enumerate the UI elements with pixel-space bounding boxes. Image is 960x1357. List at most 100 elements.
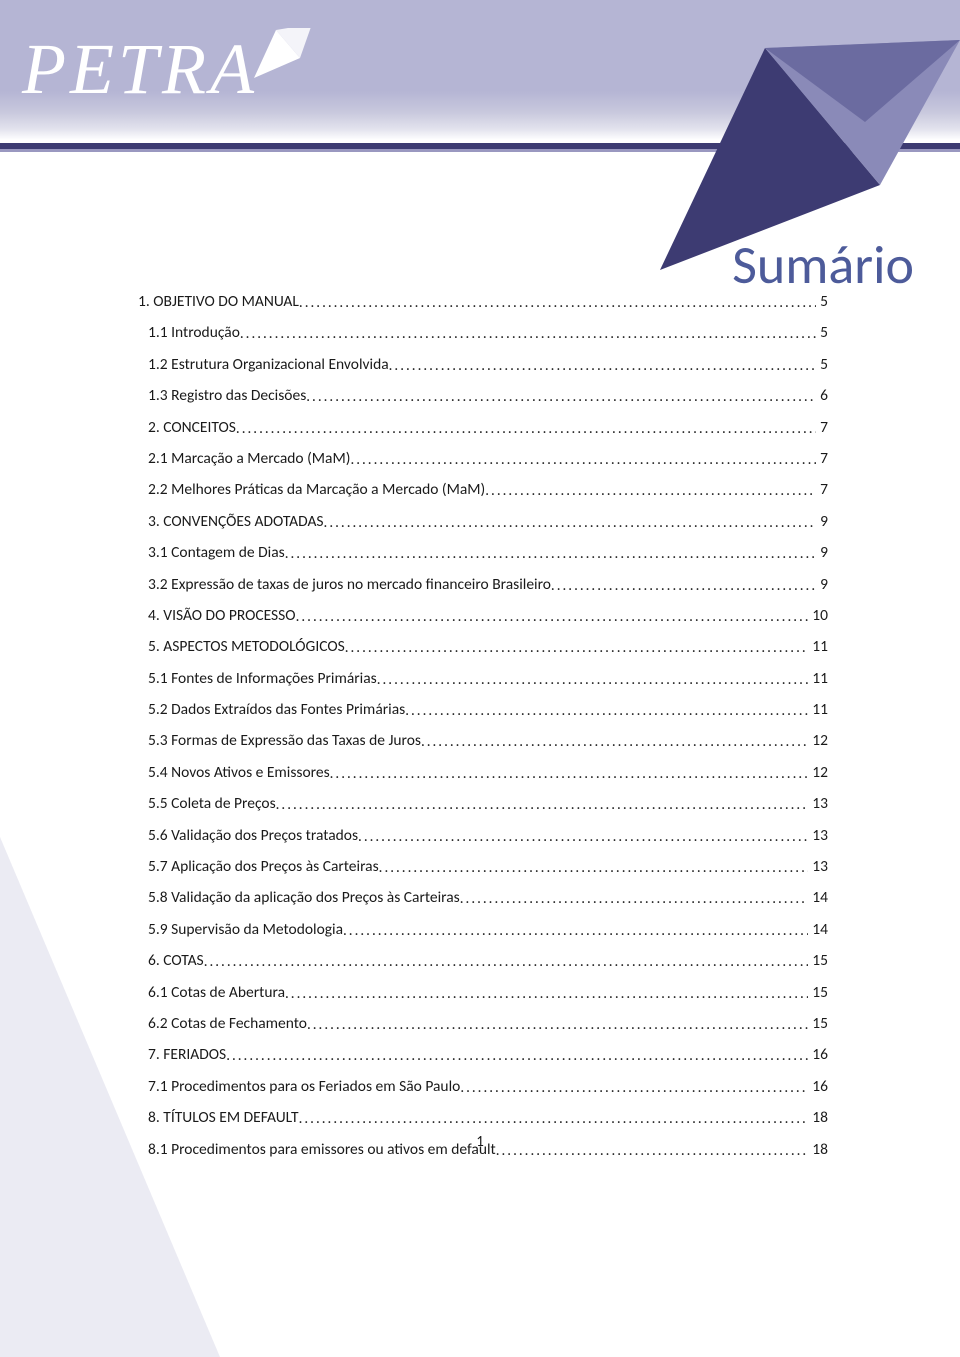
toc-leader-dots	[358, 830, 808, 845]
toc-entry-page: 9	[816, 577, 828, 593]
toc-entry[interactable]: 1.3 Registro das Decisões 6	[138, 388, 828, 404]
toc-entry[interactable]: 2.1 Marcação a Mercado (MaM) 7	[138, 451, 828, 467]
table-of-contents: 1. OBJETIVO DO MANUAL 51.1 Introdução 51…	[138, 294, 828, 1173]
brand-logo-text: PETRA	[22, 28, 258, 111]
toc-entry[interactable]: 5.2 Dados Extraídos das Fontes Primárias…	[138, 702, 828, 718]
toc-entry-page: 15	[808, 1016, 828, 1032]
toc-leader-dots	[236, 422, 816, 437]
toc-entry-page: 7	[816, 451, 828, 467]
toc-entry-page: 14	[808, 890, 828, 906]
toc-entry[interactable]: 6. COTAS 15	[138, 953, 828, 969]
toc-entry-label: 8. TÍTULOS EM DEFAULT	[148, 1110, 299, 1126]
toc-leader-dots	[276, 798, 809, 813]
toc-leader-dots	[377, 673, 809, 688]
toc-leader-dots	[405, 704, 808, 719]
toc-entry-label: 7. FERIADOS	[148, 1047, 226, 1063]
toc-leader-dots	[299, 296, 816, 311]
toc-entry[interactable]: 3.1 Contagem de Dias 9	[138, 545, 828, 561]
toc-entry-label: 5.7 Aplicação dos Preços às Carteiras	[148, 859, 379, 875]
toc-entry-page: 12	[808, 733, 828, 749]
toc-entry-page: 13	[808, 859, 828, 875]
toc-leader-dots	[421, 735, 808, 750]
toc-entry-label: 3.2 Expressão de taxas de juros no merca…	[148, 577, 551, 593]
toc-entry[interactable]: 4. VISÃO DO PROCESSO 10	[138, 608, 828, 624]
toc-entry-page: 5	[816, 325, 828, 341]
toc-entry[interactable]: 2.2 Melhores Práticas da Marcação a Merc…	[138, 482, 828, 498]
toc-entry[interactable]: 5.9 Supervisão da Metodologia 14	[138, 922, 828, 938]
toc-leader-dots	[460, 892, 809, 907]
toc-entry-label: 5.3 Formas de Expressão das Taxas de Jur…	[148, 733, 421, 749]
toc-entry-label: 6.2 Cotas de Fechamento	[148, 1016, 307, 1032]
toc-entry[interactable]: 6.1 Cotas de Abertura 15	[138, 985, 828, 1001]
toc-entry-label: 5. ASPECTOS METODOLÓGICOS	[148, 639, 345, 655]
toc-entry-label: 5.8 Validação da aplicação dos Preços às…	[148, 890, 460, 906]
toc-entry-page: 9	[816, 545, 828, 561]
toc-entry-page: 11	[808, 671, 828, 687]
toc-entry-label: 5.1 Fontes de Informações Primárias	[148, 671, 377, 687]
toc-entry[interactable]: 5.3 Formas de Expressão das Taxas de Jur…	[138, 733, 828, 749]
toc-leader-dots	[324, 516, 817, 531]
toc-entry[interactable]: 7.1 Procedimentos para os Feriados em Sã…	[138, 1079, 828, 1095]
toc-entry-label: 7.1 Procedimentos para os Feriados em Sã…	[148, 1079, 460, 1095]
toc-entry[interactable]: 7. FERIADOS 16	[138, 1047, 828, 1063]
toc-leader-dots	[285, 987, 808, 1002]
toc-entry-page: 16	[808, 1047, 828, 1063]
toc-entry[interactable]: 5.6 Validação dos Preços tratados 13	[138, 828, 828, 844]
toc-entry-page: 16	[808, 1079, 828, 1095]
toc-entry-label: 1.2 Estrutura Organizacional Envolvida	[148, 357, 389, 373]
toc-entry-page: 6	[816, 388, 828, 404]
toc-entry-label: 2.2 Melhores Práticas da Marcação a Merc…	[148, 482, 485, 498]
toc-entry-label: 2.1 Marcação a Mercado (MaM)	[148, 451, 350, 467]
toc-entry-label: 5.2 Dados Extraídos das Fontes Primárias	[148, 702, 405, 718]
toc-entry-label: 3. CONVENÇÕES ADOTADAS	[148, 514, 324, 530]
toc-entry[interactable]: 3. CONVENÇÕES ADOTADAS 9	[138, 514, 828, 530]
toc-entry[interactable]: 1. OBJETIVO DO MANUAL 5	[138, 294, 828, 310]
brand-logo-arrow-icon	[254, 28, 314, 78]
page-title: Sumário	[732, 232, 914, 298]
toc-entry-label: 1. OBJETIVO DO MANUAL	[138, 294, 299, 310]
toc-entry-page: 11	[808, 702, 828, 718]
toc-entry[interactable]: 5. ASPECTOS METODOLÓGICOS 11	[138, 639, 828, 655]
toc-entry[interactable]: 1.1 Introdução 5	[138, 325, 828, 341]
toc-leader-dots	[204, 955, 809, 970]
toc-entry-label: 6.1 Cotas de Abertura	[148, 985, 285, 1001]
toc-entry[interactable]: 1.2 Estrutura Organizacional Envolvida 5	[138, 357, 828, 373]
toc-entry-label: 6. COTAS	[148, 953, 204, 969]
toc-entry[interactable]: 3.2 Expressão de taxas de juros no merca…	[138, 577, 828, 593]
toc-entry-label: 5.5 Coleta de Preços	[148, 796, 276, 812]
page-number: 1	[0, 1133, 960, 1151]
toc-entry-page: 7	[816, 420, 828, 436]
toc-entry-label: 5.4 Novos Ativos e Emissores	[148, 765, 330, 781]
toc-leader-dots	[343, 924, 808, 939]
toc-leader-dots	[285, 547, 816, 562]
toc-leader-dots	[299, 1112, 809, 1127]
toc-entry-page: 10	[808, 608, 828, 624]
toc-entry[interactable]: 5.7 Aplicação dos Preços às Carteiras 13	[138, 859, 828, 875]
toc-leader-dots	[460, 1081, 808, 1096]
toc-leader-dots	[350, 453, 816, 468]
toc-entry-page: 18	[808, 1110, 828, 1126]
toc-entry-page: 13	[808, 828, 828, 844]
toc-entry[interactable]: 5.4 Novos Ativos e Emissores 12	[138, 765, 828, 781]
toc-entry-page: 15	[808, 953, 828, 969]
toc-entry-label: 2. CONCEITOS	[148, 420, 236, 436]
toc-entry-page: 14	[808, 922, 828, 938]
toc-entry[interactable]: 5.8 Validação da aplicação dos Preços às…	[138, 890, 828, 906]
toc-entry[interactable]: 8. TÍTULOS EM DEFAULT 18	[138, 1110, 828, 1126]
toc-entry-label: 1.3 Registro das Decisões	[148, 388, 306, 404]
toc-leader-dots	[240, 327, 816, 342]
toc-entry-label: 1.1 Introdução	[148, 325, 240, 341]
toc-entry-label: 5.6 Validação dos Preços tratados	[148, 828, 358, 844]
toc-entry-page: 7	[816, 482, 828, 498]
toc-entry[interactable]: 2. CONCEITOS 7	[138, 420, 828, 436]
toc-leader-dots	[345, 641, 809, 656]
toc-leader-dots	[307, 1018, 808, 1033]
toc-entry[interactable]: 5.1 Fontes de Informações Primárias 11	[138, 671, 828, 687]
toc-leader-dots	[485, 484, 816, 499]
toc-leader-dots	[306, 390, 816, 405]
toc-entry-page: 5	[816, 294, 828, 310]
toc-entry[interactable]: 5.5 Coleta de Preços 13	[138, 796, 828, 812]
toc-entry-page: 5	[816, 357, 828, 373]
toc-entry[interactable]: 6.2 Cotas de Fechamento 15	[138, 1016, 828, 1032]
toc-entry-page: 12	[808, 765, 828, 781]
